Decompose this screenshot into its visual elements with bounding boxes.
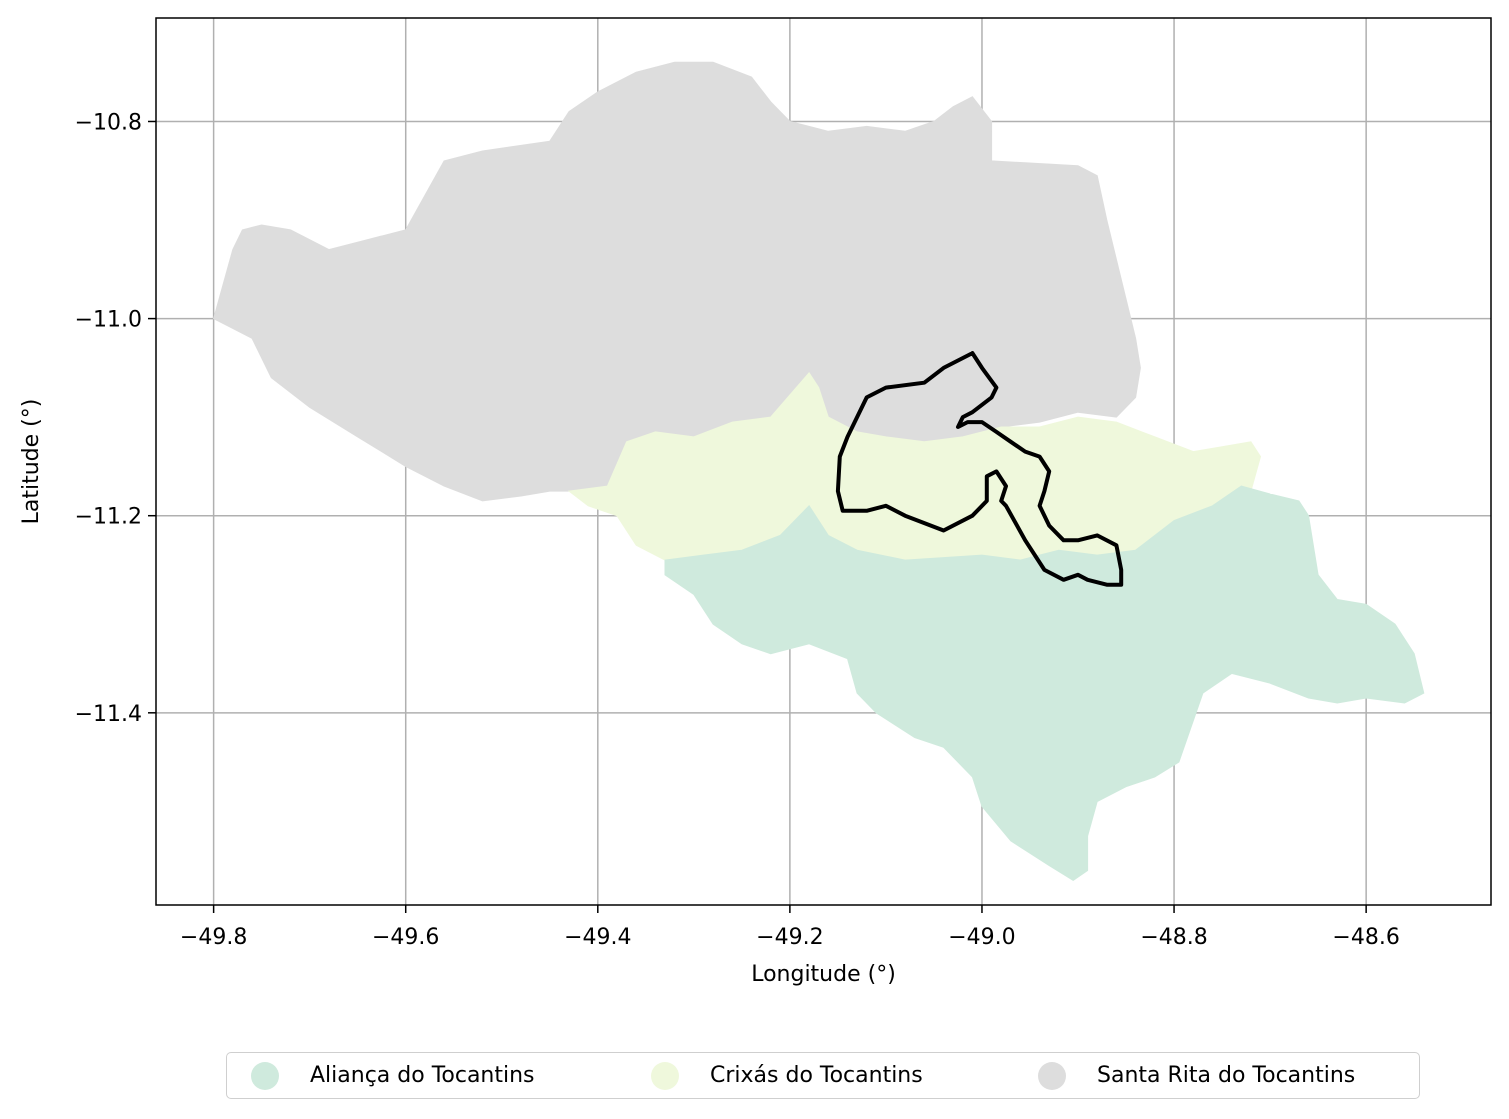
map-figure: −49.8 −49.6 −49.4 −49.2 −49.0 −48.8 −48.6 −10.8… (19, 17, 1492, 987)
boundary-line-layer (835, 351, 1124, 587)
x-axis-label: Longitude (°) (751, 962, 896, 987)
ticks: −49.8 −49.6 −49.4 −49.2 −49.0 −48.8 −48.6 −10.8… (75, 110, 1400, 950)
legend-marker-alianca-icon (251, 1061, 279, 1090)
legend-item-alianca: Aliança do Tocantins (251, 1053, 535, 1098)
y-tick-label: −10.8 (75, 110, 142, 135)
y-axis-label: Latitude (°) (19, 399, 44, 525)
region-2 (213, 61, 1141, 502)
x-tick-label: −48.8 (1140, 925, 1207, 950)
y-tick-label: −11.4 (75, 702, 142, 727)
boundary-line (835, 351, 1124, 587)
legend-item-santa-rita: Santa Rita do Tocantins (1038, 1053, 1355, 1098)
legend-marker-crixas-icon (651, 1061, 679, 1090)
regions-layer (213, 61, 1425, 881)
x-tick-label: −49.8 (180, 925, 247, 950)
legend-label-crixas: Crixás do Tocantins (710, 1063, 923, 1088)
legend-label-santa-rita: Santa Rita do Tocantins (1097, 1063, 1356, 1088)
x-tick-label: −49.4 (564, 925, 631, 950)
x-tick-label: −49.0 (948, 925, 1015, 950)
legend: Aliança do Tocantins Crixás do Tocantins… (226, 1052, 1420, 1099)
y-tick-label: −11.0 (75, 308, 142, 333)
legend-marker-santa-rita-icon (1038, 1061, 1066, 1090)
y-tick-label: −11.2 (75, 505, 142, 530)
x-tick-label: −48.6 (1332, 925, 1399, 950)
region-0 (664, 485, 1425, 881)
legend-label-alianca: Aliança do Tocantins (310, 1063, 535, 1088)
legend-item-crixas: Crixás do Tocantins (651, 1053, 923, 1098)
x-tick-label: −49.6 (372, 925, 439, 950)
plot-frame (155, 17, 1492, 906)
x-tick-label: −49.2 (756, 925, 823, 950)
